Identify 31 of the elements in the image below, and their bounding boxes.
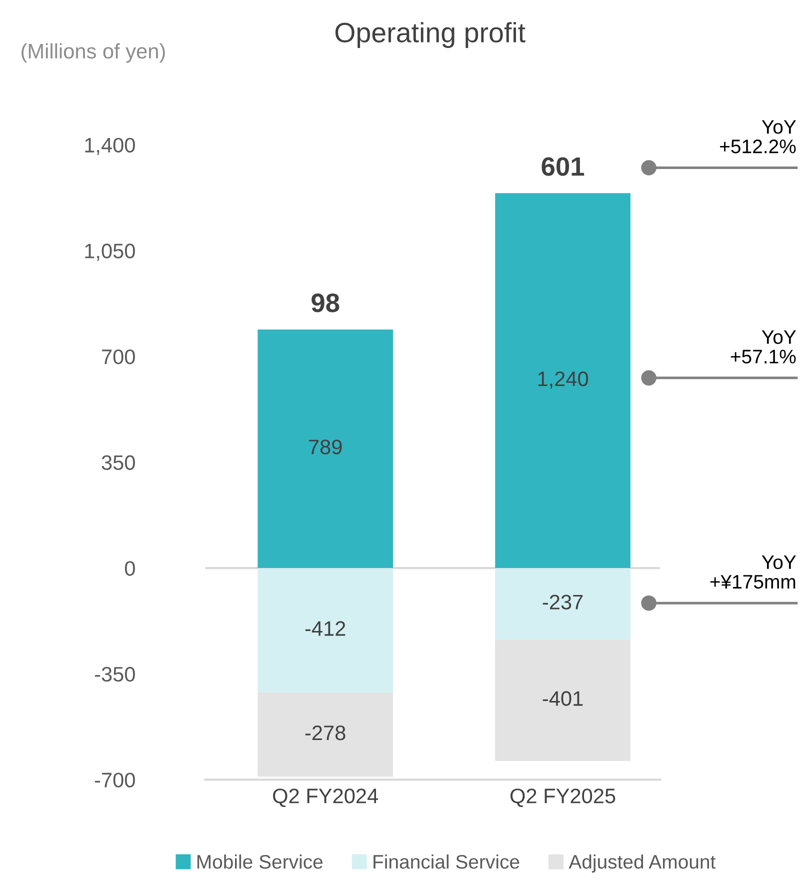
bar xyxy=(495,640,630,761)
legend-label: Mobile Service xyxy=(197,854,323,869)
data-label: -237 xyxy=(542,594,583,610)
data-label: -401 xyxy=(542,691,583,706)
y-tick-label: 1,400 xyxy=(85,138,135,156)
y-tick-label: -700 xyxy=(94,772,135,788)
bar xyxy=(258,330,394,568)
x-tick-label: Q2 FY2025 xyxy=(510,788,616,808)
total-label: 601 xyxy=(542,157,584,176)
bar xyxy=(258,568,394,693)
data-label: 789 xyxy=(309,440,342,454)
x-tick-label: Q2 FY2024 xyxy=(273,788,378,808)
y-tick-label: 1,050 xyxy=(85,244,135,261)
legend-label: Financial Service xyxy=(374,854,520,869)
y-tick-label: -350 xyxy=(94,666,135,682)
y-tick-label: 350 xyxy=(102,455,135,470)
y-axis-title: (Millions of yen) xyxy=(22,43,165,63)
text: YoY +512.2% xyxy=(720,120,796,154)
data-label: -412 xyxy=(305,621,346,636)
text: YoY +¥175mm xyxy=(710,556,796,589)
y-tick-label: 0 xyxy=(124,561,135,576)
legend-label: Adjusted Amount xyxy=(568,854,716,873)
chart-title: Operating profit xyxy=(335,22,526,48)
bar xyxy=(495,568,630,640)
bar xyxy=(495,193,630,568)
data-label: -278 xyxy=(305,725,346,740)
text: YoY +57.1% xyxy=(730,330,796,364)
total-label: 98 xyxy=(312,294,340,312)
bar xyxy=(258,692,394,777)
data-label: 1,240 xyxy=(538,371,588,389)
y-tick-label: 700 xyxy=(102,349,135,364)
